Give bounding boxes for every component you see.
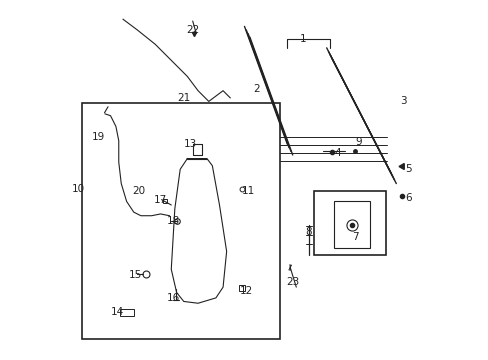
Text: 2: 2 — [253, 84, 260, 94]
Text: 16: 16 — [166, 293, 179, 303]
Text: 23: 23 — [285, 277, 299, 287]
Text: 6: 6 — [405, 193, 411, 203]
Text: 17: 17 — [154, 195, 167, 204]
Text: 7: 7 — [351, 232, 358, 242]
Bar — [82, 103, 280, 339]
Text: 12: 12 — [239, 286, 252, 296]
Text: 10: 10 — [72, 184, 85, 194]
Text: 22: 22 — [186, 25, 199, 35]
Bar — [333, 202, 369, 248]
Text: 5: 5 — [405, 164, 411, 174]
Bar — [120, 309, 134, 316]
Text: 8: 8 — [305, 227, 311, 237]
Text: 13: 13 — [184, 139, 197, 149]
Bar — [313, 191, 385, 255]
Text: 18: 18 — [166, 216, 179, 226]
Text: 21: 21 — [177, 93, 190, 103]
Text: 14: 14 — [111, 307, 124, 317]
Text: 15: 15 — [129, 270, 142, 280]
Text: 4: 4 — [333, 148, 340, 158]
Text: 1: 1 — [300, 34, 306, 44]
Text: 19: 19 — [91, 132, 104, 142]
Text: 9: 9 — [355, 138, 362, 148]
Text: 20: 20 — [132, 186, 145, 196]
Text: 11: 11 — [241, 186, 254, 196]
Text: 3: 3 — [399, 96, 406, 107]
